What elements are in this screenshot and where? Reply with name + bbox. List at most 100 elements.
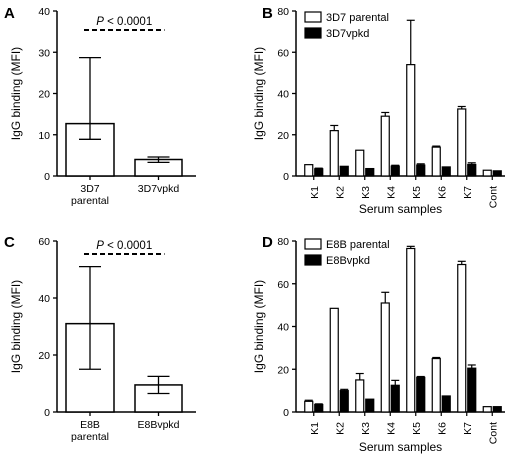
- panel-c-y-axis-title: IgG binding (MFI): [9, 280, 23, 373]
- panel-b-bar-parental: [304, 164, 314, 177]
- panel-b-category-label: K2: [334, 186, 346, 199]
- panel-d-y-axis-title: IgG binding (MFI): [252, 280, 266, 373]
- panel-d-bar-vpkd: [492, 406, 502, 413]
- panel-d-bar-parental: [355, 379, 365, 413]
- panel-d-bar-vpkd: [314, 403, 324, 413]
- panel-c-y-tick-label: 40: [38, 293, 50, 305]
- panel-d-bar-parental: [406, 247, 416, 413]
- panel-c-y-tick-label: 60: [38, 236, 50, 248]
- panel-a-y-axis-title: IgG binding (MFI): [9, 47, 23, 140]
- panel-b-bar-parental: [457, 108, 467, 177]
- panel-b-bar-parental: [482, 169, 492, 177]
- panel-d-x-axis-title: Serum samples: [359, 440, 442, 454]
- panel-c-y-tick-label: 20: [38, 350, 50, 362]
- panel-b-bar-parental: [329, 130, 339, 177]
- panel-d-y-tick-label: 80: [277, 236, 289, 248]
- panel-b-category-label: Cont: [487, 186, 499, 208]
- panel-b-bar-vpkd: [339, 165, 349, 177]
- panel-b-bar-vpkd: [365, 167, 375, 177]
- panel-b-x-axis-title: Serum samples: [359, 202, 442, 216]
- panel-a-p-value: < 0.0001: [104, 16, 152, 28]
- panel-d-y-tick-label: 0: [283, 407, 289, 419]
- panel-b-legend-swatch: [304, 27, 322, 39]
- panel-d-category-label: K1: [309, 422, 321, 435]
- panel-d-bar-parental: [482, 406, 492, 413]
- panel-b-category-label: K4: [385, 186, 397, 199]
- panel-b-y-tick-label: 60: [277, 47, 289, 59]
- panel-d-y-tick-label: 40: [277, 322, 289, 334]
- panel-d-category-label: K5: [411, 422, 423, 435]
- panel-a-p-value-annotation: P < 0.0001: [96, 16, 152, 28]
- panel-b-legend-swatch: [304, 11, 322, 23]
- panel-b-bar-vpkd: [492, 170, 502, 177]
- panel-d-legend-label: E8Bvpkd: [326, 255, 370, 267]
- panel-b: B 0 20 40 60 80 IgG binding (MFI) K1 K2 K3 K4 K5 K6 K…: [252, 5, 505, 216]
- panel-d-legend-label: E8B parental: [326, 239, 390, 251]
- panel-a-y-tick-label: 30: [38, 47, 50, 59]
- panel-d-category-label: K3: [360, 422, 372, 435]
- panel-b-bar-vpkd: [441, 166, 451, 177]
- panel-d-bar-parental: [457, 263, 467, 413]
- panel-b-category-label: K3: [360, 186, 372, 199]
- panel-b-bar-parental: [380, 115, 390, 177]
- panel-c-category-label: parental: [71, 431, 109, 443]
- panel-d-bar-vpkd: [390, 384, 400, 413]
- panel-b-category-label: K6: [436, 186, 448, 199]
- panel-b-y-axis-title: IgG binding (MFI): [252, 47, 266, 140]
- panel-b-category-label: K7: [462, 186, 474, 199]
- panel-b-category-label: K1: [309, 186, 321, 199]
- panel-b-bar-vpkd: [467, 163, 477, 177]
- panel-d-bar-vpkd: [467, 367, 477, 413]
- panel-b-bar-vpkd: [416, 164, 426, 177]
- panel-a-y-tick-label: 20: [38, 89, 50, 101]
- panel-b-y-tick-label: 80: [277, 6, 289, 18]
- panel-d-category-label: K6: [436, 422, 448, 435]
- panel-d-category-label: K4: [385, 422, 397, 435]
- panel-d-bar-vpkd: [441, 395, 451, 413]
- panel-b-legend-label: 3D7 parental: [326, 12, 389, 24]
- panel-d-bar-parental: [329, 307, 339, 413]
- panel-d-legend-swatch: [304, 254, 322, 266]
- panel-c-letter: C: [4, 234, 15, 251]
- panel-b-bar-parental: [406, 64, 416, 177]
- panel-d: D 0 20 40 60 80 IgG binding (MFI) K1 K2 K3 K4 K5 K6 K…: [252, 234, 505, 454]
- panel-b-bar-parental: [431, 146, 441, 177]
- panel-b-bar-vpkd: [314, 168, 324, 177]
- panel-b-y-tick-label: 0: [283, 171, 289, 183]
- panel-d-letter: D: [262, 234, 273, 251]
- panel-a-p-symbol: P: [96, 16, 104, 28]
- panel-a-y-tick-label: 40: [38, 6, 50, 18]
- panel-d-bar-vpkd: [416, 376, 426, 413]
- panel-a-category-label: 3D7: [80, 183, 99, 195]
- panel-c-p-value: < 0.0001: [104, 240, 152, 252]
- panel-a-category-label: parental: [71, 195, 109, 207]
- panel-d-y-tick-label: 60: [277, 279, 289, 291]
- panel-d-category-label: K7: [462, 422, 474, 435]
- panel-a-y-tick-label: 10: [38, 130, 50, 142]
- panel-b-letter: B: [262, 5, 273, 22]
- panel-d-y-tick-label: 20: [277, 364, 289, 376]
- panel-d-legend-swatch: [304, 238, 322, 250]
- panel-c-category-label: E8B: [80, 419, 100, 431]
- panel-a-y-tick-label: 0: [44, 171, 50, 183]
- panel-d-bar-vpkd: [365, 398, 375, 413]
- panel-b-y-tick-label: 20: [277, 130, 289, 142]
- panel-d-bar-parental: [431, 357, 441, 413]
- panel-d-bar-parental: [304, 400, 314, 413]
- panel-b-y-tick-label: 40: [277, 89, 289, 101]
- panel-c-p-symbol: P: [96, 240, 104, 252]
- panel-b-bar-parental: [355, 149, 365, 177]
- panel-b-bar-vpkd: [390, 165, 400, 177]
- panel-d-category-label: Cont: [487, 422, 499, 444]
- panel-d-bar-vpkd: [339, 390, 349, 413]
- panel-c-p-value-annotation: P < 0.0001: [96, 240, 152, 252]
- panel-d-bar-parental: [380, 302, 390, 413]
- panel-c-y-tick-label: 0: [44, 407, 50, 419]
- panel-d-category-label: K2: [334, 422, 346, 435]
- panel-b-category-label: K5: [411, 186, 423, 199]
- panel-c-category-label: E8Bvpkd: [137, 419, 179, 431]
- panel-a-category-label: 3D7vpkd: [138, 183, 180, 195]
